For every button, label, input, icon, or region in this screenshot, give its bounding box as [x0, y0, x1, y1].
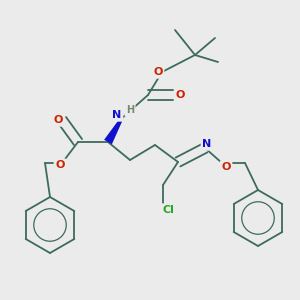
Text: Cl: Cl — [162, 205, 174, 215]
Polygon shape — [104, 117, 123, 144]
Text: N: N — [112, 110, 122, 120]
Text: O: O — [55, 160, 65, 170]
Text: O: O — [153, 67, 163, 77]
Text: O: O — [221, 162, 231, 172]
Text: O: O — [175, 90, 185, 100]
Text: O: O — [53, 115, 63, 125]
Text: N: N — [202, 139, 211, 149]
Text: H: H — [126, 105, 134, 115]
